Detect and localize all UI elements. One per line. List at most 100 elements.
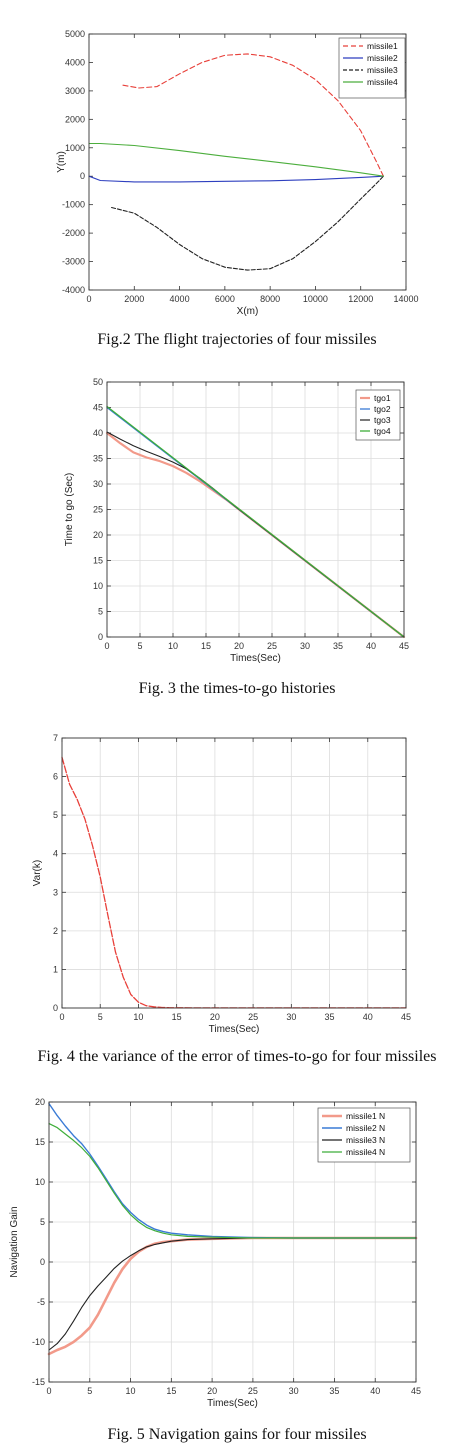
series-line-missile3-N xyxy=(48,1237,417,1351)
series-line-missile4-N xyxy=(48,1123,417,1239)
x-tick-label: 0 xyxy=(59,1012,64,1022)
x-tick-label: 10 xyxy=(168,641,178,651)
x-tick-label: 2000 xyxy=(124,294,144,304)
x-tick-label: 0 xyxy=(46,1386,51,1396)
plot-frame xyxy=(106,381,405,638)
y-axis-label: Time to go (Sec) xyxy=(64,473,75,547)
y-tick-label: 5000 xyxy=(65,29,85,39)
y-tick-label: 5 xyxy=(40,1217,45,1227)
y-tick-label: -1000 xyxy=(62,200,85,210)
y-axis-label: Var(k) xyxy=(32,860,43,886)
x-tick-label: 30 xyxy=(289,1386,299,1396)
x-tick-label: 35 xyxy=(329,1386,339,1396)
x-tick-label: 12000 xyxy=(348,294,373,304)
trajectory-figure: 0 2000 4000 6000 8000 10000 12000 14000 -4000 -30… xyxy=(0,0,474,362)
x-tick-label: 15 xyxy=(172,1012,182,1022)
x-tick-label: 45 xyxy=(399,641,409,651)
y-tick-label: -10 xyxy=(32,1337,45,1347)
y-tick-label: -15 xyxy=(32,1377,45,1387)
x-tick-label: 25 xyxy=(248,1012,258,1022)
legend-label: missile2 N xyxy=(346,1123,385,1133)
figure-caption: Fig. 4 the variance of the error of time… xyxy=(37,1048,437,1065)
series-line-missile2-N xyxy=(48,1102,417,1239)
plot-frame xyxy=(61,737,407,1009)
legend-label: tgo1 xyxy=(374,393,391,403)
x-tick-label: 4000 xyxy=(170,294,190,304)
y-tick-label: 10 xyxy=(35,1177,45,1187)
x-tick-label: 0 xyxy=(104,641,109,651)
x-tick-label: 25 xyxy=(267,641,277,651)
y-tick-label: 15 xyxy=(93,556,103,566)
x-tick-label: 40 xyxy=(366,641,376,651)
legend-box xyxy=(338,37,406,99)
navigation-gain-figure: 0 5 10 15 20 25 30 35 40 45 -15 -10 -5 0 5 10 15 20 Times(… xyxy=(0,1078,474,1455)
x-tick-label: 5 xyxy=(87,1386,92,1396)
time-to-go-figure: 0 5 10 15 20 25 30 35 40 45 0 5 10 15 20 25 30 35 40 45 50 Ti… xyxy=(0,362,474,714)
legend-label: missile3 N xyxy=(346,1135,385,1145)
y-tick-label: 1000 xyxy=(65,143,85,153)
y-tick-label: 40 xyxy=(93,428,103,438)
x-tick-label: 45 xyxy=(411,1386,421,1396)
x-tick-label: 5 xyxy=(137,641,142,651)
figure-caption: Fig. 5 Navigation gains for four missile… xyxy=(107,1426,367,1443)
x-tick-label: 10 xyxy=(133,1012,143,1022)
y-tick-label: 0 xyxy=(40,1257,45,1267)
x-tick-label: 0 xyxy=(86,294,91,304)
plot-frame xyxy=(48,1101,417,1383)
plot-frame xyxy=(88,33,407,291)
series-line-missile4 xyxy=(88,142,384,177)
legend-label: missile4 xyxy=(367,77,398,87)
x-tick-label: 30 xyxy=(300,641,310,651)
series-line-missile2 xyxy=(88,175,384,183)
legend-label: missile4 N xyxy=(346,1147,385,1157)
y-tick-label: 0 xyxy=(80,171,85,181)
y-tick-label: 15 xyxy=(35,1137,45,1147)
y-tick-label: 35 xyxy=(93,454,103,464)
y-tick-label: 50 xyxy=(93,377,103,387)
y-tick-label: -2000 xyxy=(62,228,85,238)
y-tick-label: 10 xyxy=(93,581,103,591)
series-line-missile1 xyxy=(122,53,384,177)
x-tick-label: 10 xyxy=(126,1386,136,1396)
x-tick-label: 10000 xyxy=(303,294,328,304)
y-tick-label: 20 xyxy=(93,530,103,540)
figure-caption: Fig.2 The flight trajectories of four mi… xyxy=(97,331,377,348)
y-tick-label: -5 xyxy=(37,1297,45,1307)
plot-area xyxy=(62,738,406,1008)
legend-label: missile2 xyxy=(367,53,398,63)
series-line-tgo4 xyxy=(106,405,405,638)
variance-figure: 0 5 10 15 20 25 30 35 40 45 0 1 2 3 4 5 6 7 Times(Sec) Var(… xyxy=(0,714,474,1078)
legend-label: missile1 N xyxy=(346,1111,385,1121)
legend-label: tgo3 xyxy=(374,415,391,425)
y-tick-label: 5 xyxy=(98,607,103,617)
x-tick-label: 35 xyxy=(325,1012,335,1022)
trajectory-chart: 0 2000 4000 6000 8000 10000 12000 14000-4000-30… xyxy=(56,29,419,317)
x-tick-label: 15 xyxy=(201,641,211,651)
time-to-go-chart: 0 5 10 15 20 25 30 35 40 45 0 5 10 15 20 25 30 35 40 45 50 Ti… xyxy=(64,377,409,664)
x-tick-label: 15 xyxy=(166,1386,176,1396)
x-tick-label: 5 xyxy=(98,1012,103,1022)
legend-label: missile1 xyxy=(367,41,398,51)
series-line-missile3 xyxy=(111,175,384,271)
navigation-gain-chart: 0 5 10 15 20 25 30 35 40 45 -15 -10 -5 0 5 10 15 20 Times(… xyxy=(9,1097,421,1409)
x-tick-label: 40 xyxy=(370,1386,380,1396)
y-tick-label: 3 xyxy=(53,887,58,897)
y-axis-label: Navigation Gain xyxy=(9,1206,20,1277)
y-tick-label: 4000 xyxy=(65,57,85,67)
x-tick-label: 35 xyxy=(333,641,343,651)
y-tick-label: 0 xyxy=(98,632,103,642)
legend-label: tgo4 xyxy=(374,426,391,436)
figure-caption: Fig. 3 the times-to-go histories xyxy=(138,680,336,697)
legend-label: tgo2 xyxy=(374,404,391,414)
x-tick-label: 20 xyxy=(207,1386,217,1396)
x-axis-label: X(m) xyxy=(237,306,259,317)
y-tick-label: 5 xyxy=(53,810,58,820)
x-tick-label: 40 xyxy=(363,1012,373,1022)
x-tick-label: 45 xyxy=(401,1012,411,1022)
x-tick-label: 25 xyxy=(248,1386,258,1396)
y-tick-label: 4 xyxy=(53,849,58,859)
y-tick-label: 7 xyxy=(53,733,58,743)
y-tick-label: 2000 xyxy=(65,114,85,124)
y-axis-label: Y(m) xyxy=(56,151,67,173)
y-tick-label: 45 xyxy=(93,403,103,413)
